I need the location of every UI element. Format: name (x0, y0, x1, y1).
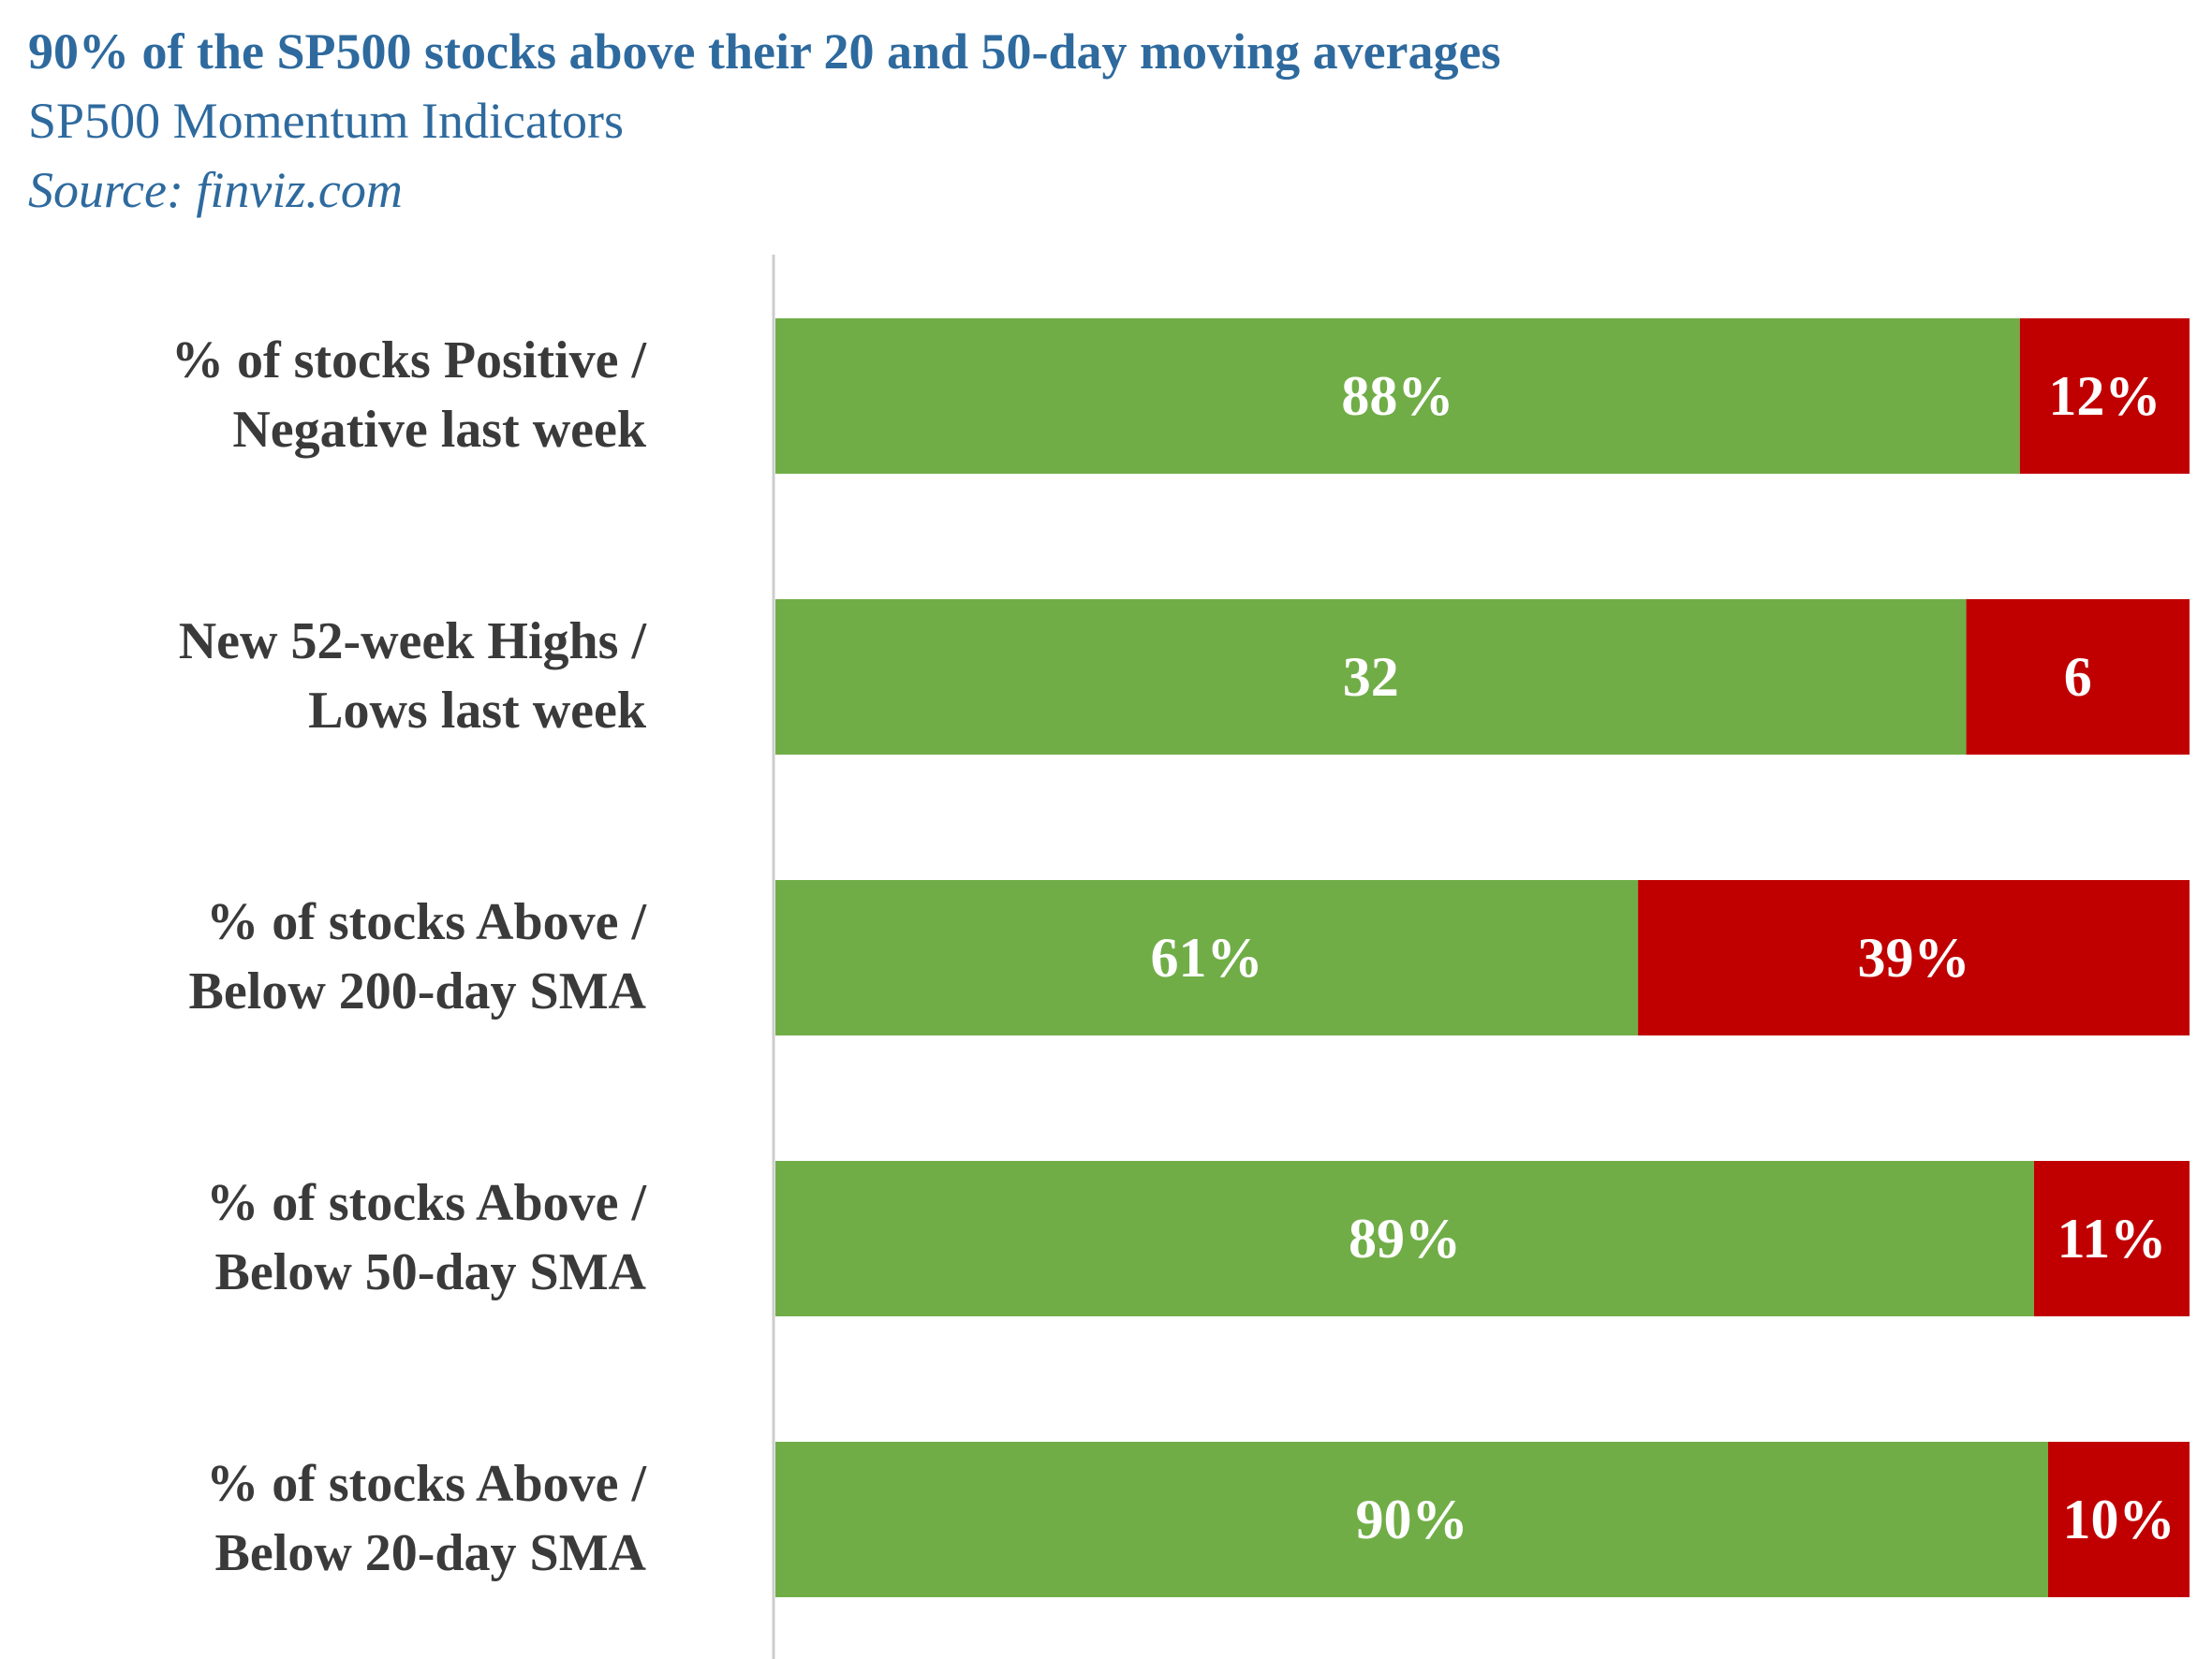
bar-positive (775, 880, 1639, 1035)
data-label-negative: 12% (2048, 365, 2160, 427)
data-label-negative: 10% (2063, 1489, 2175, 1550)
bar-negative (2019, 318, 2190, 474)
category-label: New 52-week Highs / Lows last week (179, 612, 648, 740)
category-label-line: Below 200-day SMA (189, 962, 647, 1020)
category-label-line: % of stocks Positive / (171, 331, 648, 389)
bar-positive (775, 1161, 2034, 1316)
chart-subtitle: SP500 Momentum Indicators (28, 93, 624, 149)
data-label-negative: 39% (1858, 927, 1970, 989)
category-label: % of stocks Positive / Negative last week (171, 331, 648, 459)
category-label: % of stocks Above / Below 200-day SMA (189, 893, 648, 1020)
category-label-line: New 52-week Highs / (179, 612, 648, 670)
bar-positive (775, 1442, 2048, 1597)
category-label-line: % of stocks Above / (206, 1174, 647, 1232)
category-label-line: Below 50-day SMA (215, 1243, 647, 1301)
data-label-positive: 90% (1356, 1489, 1468, 1550)
bar-negative (1966, 599, 2190, 755)
category-label-line: Negative last week (232, 401, 647, 459)
category-label: % of stocks Above / Below 20-day SMA (206, 1455, 647, 1582)
bar-positive (775, 318, 2020, 474)
category-label-line: Lows last week (308, 682, 647, 740)
bar-negative (2048, 1442, 2190, 1597)
bar-negative (2033, 1161, 2190, 1316)
bar-negative (1638, 880, 2190, 1035)
category-label: % of stocks Above / Below 50-day SMA (206, 1174, 647, 1301)
data-label-negative: 6 (2064, 646, 2092, 708)
bars-layer: % of stocks Positive / Negative last week… (171, 318, 2190, 1597)
chart-source: Source: finviz.com (28, 162, 403, 218)
data-label-positive: 89% (1349, 1208, 1461, 1270)
data-label-positive: 88% (1341, 365, 1453, 427)
category-label-line: Below 20-day SMA (215, 1524, 647, 1582)
chart-title: 90% of the SP500 stocks above their 20 a… (28, 23, 1501, 80)
data-label-positive: 61% (1151, 927, 1263, 989)
chart-header: 90% of the SP500 stocks above their 20 a… (28, 17, 2182, 225)
data-label-negative: 11% (2057, 1208, 2167, 1270)
category-label-line: % of stocks Above / (206, 1455, 647, 1513)
data-label-positive: 32 (1343, 646, 1399, 708)
bar-positive (775, 599, 1967, 755)
category-label-line: % of stocks Above / (206, 893, 647, 951)
